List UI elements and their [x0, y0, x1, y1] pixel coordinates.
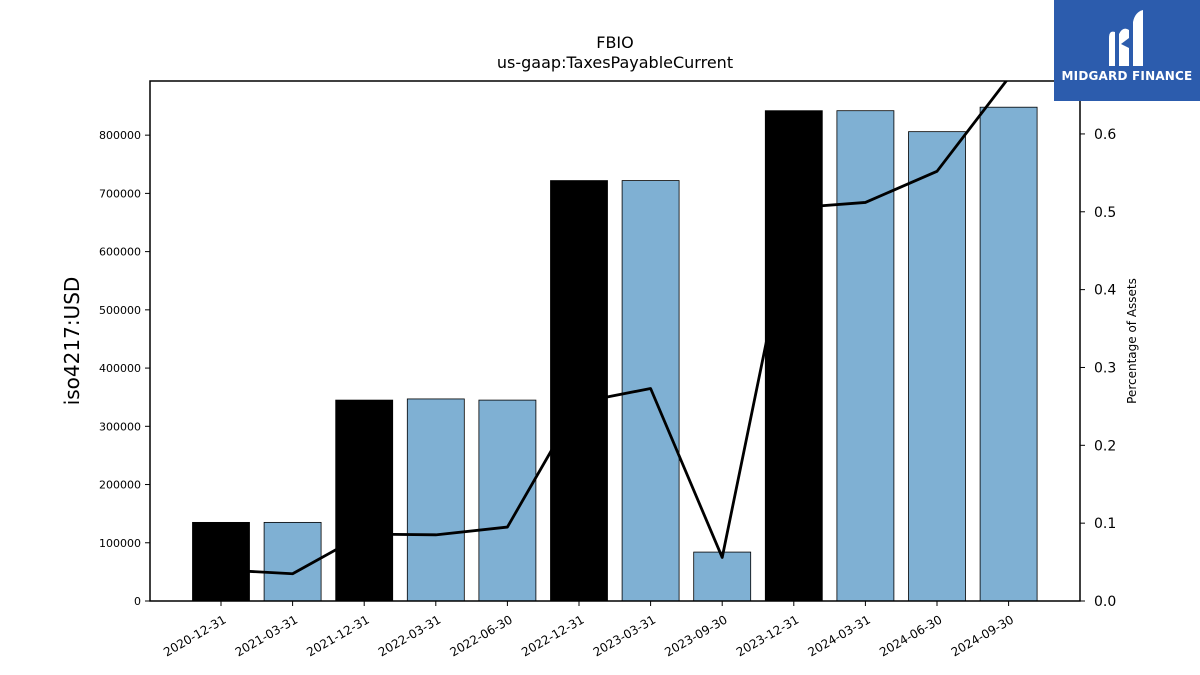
- bar-2022-03-31: [406, 398, 465, 602]
- bar-2024-06-30: [908, 131, 966, 602]
- logo-text: MIDGARD FINANCE: [1061, 69, 1193, 83]
- x-tick-label: 2023-09-30: [662, 612, 729, 659]
- x-tick-label: 2024-09-30: [949, 612, 1016, 659]
- y2-tick-label: 0.0: [1094, 594, 1116, 610]
- percentage-line: [220, 81, 1008, 576]
- y-tick-label: 0: [134, 595, 141, 608]
- y-tick-label: 600000: [99, 246, 141, 259]
- x-tick-label: 2022-06-30: [447, 612, 514, 659]
- bar-2023-09-30: [693, 551, 752, 602]
- chart-title: FBIO: [596, 33, 634, 52]
- y2-tick-label: 0.2: [1094, 438, 1116, 454]
- bar-2023-12-31: [764, 110, 823, 602]
- bar-2022-06-30: [478, 399, 537, 602]
- chart-subtitle: us-gaap:TaxesPayableCurrent: [497, 53, 733, 72]
- x-tick-label: 2023-03-31: [591, 612, 658, 659]
- y2-tick-label: 0.1: [1094, 516, 1116, 532]
- y-tick-label: 700000: [99, 187, 141, 200]
- plot-frame: [149, 80, 1081, 602]
- y2-axis-label: Percentage of Assets: [1125, 278, 1139, 404]
- y2-tick-label: 0.6: [1094, 127, 1116, 143]
- y-axis-label: iso4217:USD: [60, 277, 84, 406]
- x-tick-label: 2021-03-31: [233, 612, 300, 659]
- bar-2024-09-30: [979, 106, 1038, 602]
- bar-2020-12-31: [192, 521, 250, 602]
- x-tick-label: 2023-12-31: [734, 612, 801, 659]
- bar-2021-12-31: [335, 399, 394, 602]
- bar-2022-12-31: [550, 180, 608, 602]
- x-tick-label: 2024-03-31: [805, 612, 872, 659]
- y2-tick-label: 0.3: [1094, 360, 1116, 376]
- midgard-logo-icon: [1109, 10, 1143, 67]
- x-tick-label: 2024-06-30: [877, 612, 944, 659]
- y-tick-label: 200000: [99, 479, 141, 492]
- bar-series: [192, 106, 1038, 602]
- y-tick-label: 300000: [99, 420, 141, 433]
- x-tick-label: 2022-12-31: [519, 612, 586, 659]
- midgard-finance-logo: MIDGARD FINANCE: [1054, 0, 1200, 101]
- x-tick-label: 2020-12-31: [161, 612, 228, 659]
- line-series: [220, 81, 1008, 576]
- y-tick-label: 100000: [99, 537, 141, 550]
- y-tick-label: 400000: [99, 362, 141, 375]
- x-tick-label: 2021-12-31: [304, 612, 371, 659]
- y2-tick-label: 0.5: [1094, 205, 1116, 221]
- bar-2024-03-31: [836, 110, 895, 602]
- x-tick-label: 2022-03-31: [376, 612, 443, 659]
- y-tick-label: 800000: [99, 129, 141, 142]
- y2-tick-label: 0.4: [1094, 283, 1116, 299]
- y-tick-label: 500000: [99, 304, 141, 317]
